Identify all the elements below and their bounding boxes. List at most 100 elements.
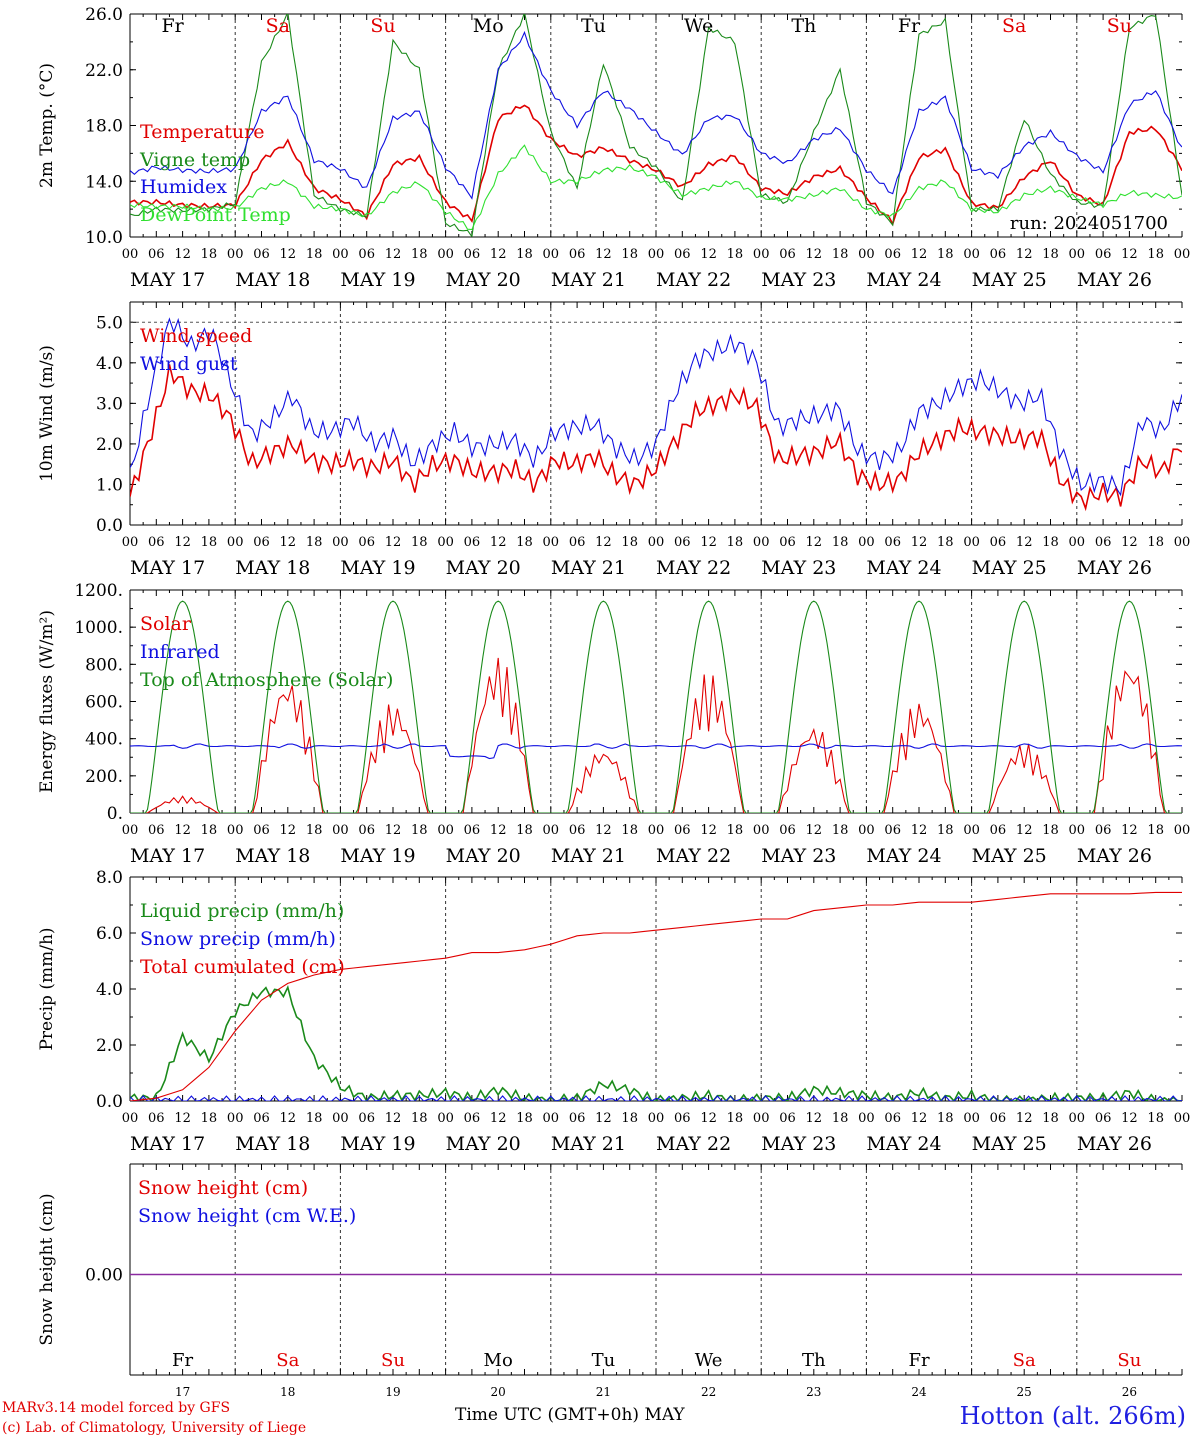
hour-tick-label: 06 xyxy=(1095,535,1112,550)
hour-tick-label: 00 xyxy=(227,823,244,838)
date-label: MAY 22 xyxy=(656,1133,731,1155)
series-line-wind-0 xyxy=(130,364,1182,512)
hour-tick-label: 18 xyxy=(411,535,428,550)
legend-entry: DewPoint Temp xyxy=(140,204,291,226)
hour-tick-label: 18 xyxy=(516,823,533,838)
hour-tick-label: 12 xyxy=(490,823,507,838)
hour-tick-label: 12 xyxy=(385,1111,402,1126)
hour-tick-label: 12 xyxy=(595,535,612,550)
hour-tick-label: 12 xyxy=(385,823,402,838)
hour-tick-label: 12 xyxy=(1121,535,1138,550)
hour-tick-label: 06 xyxy=(990,823,1007,838)
hour-tick-label: 06 xyxy=(569,535,586,550)
date-label: MAY 26 xyxy=(1077,269,1152,291)
hour-tick-label: 12 xyxy=(806,535,823,550)
hour-tick-label: 18 xyxy=(1042,535,1059,550)
hour-tick-label: 06 xyxy=(148,1111,165,1126)
hour-tick-label: 00 xyxy=(1069,535,1086,550)
y-tick-label: 1200. xyxy=(74,581,123,601)
hour-tick-label: 18 xyxy=(937,823,954,838)
series-line-energy-2 xyxy=(130,600,1182,813)
hour-tick-label: 18 xyxy=(411,247,428,262)
y-axis-title: 10m Wind (m/s) xyxy=(37,345,57,482)
hour-tick-label: 00 xyxy=(227,535,244,550)
hour-tick-label: 00 xyxy=(332,1111,349,1126)
y-axis-title: Energy fluxes (W/m²) xyxy=(37,610,57,793)
hour-tick-label: 00 xyxy=(1174,535,1191,550)
hour-tick-label: 18 xyxy=(1042,1111,1059,1126)
hour-tick-label: 12 xyxy=(490,247,507,262)
date-label: MAY 25 xyxy=(972,845,1047,867)
date-label: MAY 20 xyxy=(446,1133,521,1155)
plot-area-precip xyxy=(130,891,1182,1101)
y-tick-label: 8.0 xyxy=(96,868,123,888)
day-name: Sa xyxy=(1002,15,1026,37)
date-label: MAY 24 xyxy=(866,557,941,579)
hour-tick-label: 00 xyxy=(122,247,139,262)
y-tick-label: 800. xyxy=(85,655,123,675)
date-label: MAY 25 xyxy=(972,1133,1047,1155)
date-label: MAY 23 xyxy=(761,557,836,579)
hour-tick-label: 12 xyxy=(700,247,717,262)
date-label: MAY 17 xyxy=(130,1133,205,1155)
date-label: MAY 17 xyxy=(130,845,205,867)
hour-tick-label: 00 xyxy=(963,535,980,550)
hour-tick-label: 06 xyxy=(148,247,165,262)
panel-precip: 0.0 2.0 4.0 6.0 8.0 Precip (mm/h) 00 06 12 18 MAY … xyxy=(37,868,1190,1155)
hour-tick-label: 12 xyxy=(700,535,717,550)
hour-tick-label: 18 xyxy=(306,823,323,838)
hour-tick-label: 00 xyxy=(437,247,454,262)
hour-tick-label: 12 xyxy=(911,247,928,262)
series-line-temp-1 xyxy=(130,14,1182,237)
y-axis-title: Snow height (cm) xyxy=(37,1193,57,1345)
day-name: Sa xyxy=(276,1350,299,1371)
hour-tick-label: 12 xyxy=(700,823,717,838)
hour-tick-label: 00 xyxy=(543,1111,560,1126)
series-line-temp-3 xyxy=(130,144,1182,231)
hour-tick-label: 06 xyxy=(1095,247,1112,262)
hour-tick-label: 18 xyxy=(832,247,849,262)
date-label: MAY 18 xyxy=(235,269,310,291)
hour-tick-label: 06 xyxy=(464,535,481,550)
hour-tick-label: 00 xyxy=(332,823,349,838)
hour-tick-label: 06 xyxy=(1095,1111,1112,1126)
date-label: MAY 25 xyxy=(972,269,1047,291)
day-name: Th xyxy=(791,15,816,37)
day-name: Fr xyxy=(161,15,184,37)
day-name: Fr xyxy=(908,1350,929,1371)
hour-tick-label: 00 xyxy=(1069,247,1086,262)
date-label: MAY 24 xyxy=(866,269,941,291)
station-label: Hotton (alt. 266m) xyxy=(959,1402,1186,1430)
hour-tick-label: 18 xyxy=(727,535,744,550)
y-tick-label: 0. xyxy=(107,804,123,824)
legend-entry: Humidex xyxy=(140,176,227,198)
day-name: Fr xyxy=(172,1350,193,1371)
y-tick-label: 1000. xyxy=(74,618,123,638)
day-number: 19 xyxy=(385,1385,400,1399)
date-label: MAY 18 xyxy=(235,1133,310,1155)
hour-tick-label: 00 xyxy=(648,247,665,262)
hour-tick-label: 12 xyxy=(595,823,612,838)
hour-tick-label: 18 xyxy=(832,535,849,550)
hour-tick-label: 00 xyxy=(332,247,349,262)
hour-tick-label: 06 xyxy=(569,247,586,262)
date-label: MAY 20 xyxy=(446,557,521,579)
series-line-precip-0 xyxy=(130,984,1182,1101)
hour-tick-label: 18 xyxy=(1147,247,1164,262)
hour-tick-label: 00 xyxy=(648,823,665,838)
day-number: 24 xyxy=(911,1385,927,1399)
hour-tick-label: 12 xyxy=(1121,823,1138,838)
day-name: Th xyxy=(802,1350,826,1371)
hour-tick-label: 00 xyxy=(543,535,560,550)
day-name: Su xyxy=(370,15,395,37)
day-name: Mo xyxy=(473,15,504,37)
hour-tick-label: 06 xyxy=(674,247,691,262)
hour-tick-label: 00 xyxy=(1069,1111,1086,1126)
date-label: MAY 23 xyxy=(761,1133,836,1155)
hour-tick-label: 00 xyxy=(1069,823,1086,838)
hour-tick-label: 12 xyxy=(490,535,507,550)
date-label: MAY 17 xyxy=(130,269,205,291)
hour-tick-label: 18 xyxy=(201,535,218,550)
date-label: MAY 19 xyxy=(340,269,415,291)
hour-tick-label: 18 xyxy=(621,823,638,838)
